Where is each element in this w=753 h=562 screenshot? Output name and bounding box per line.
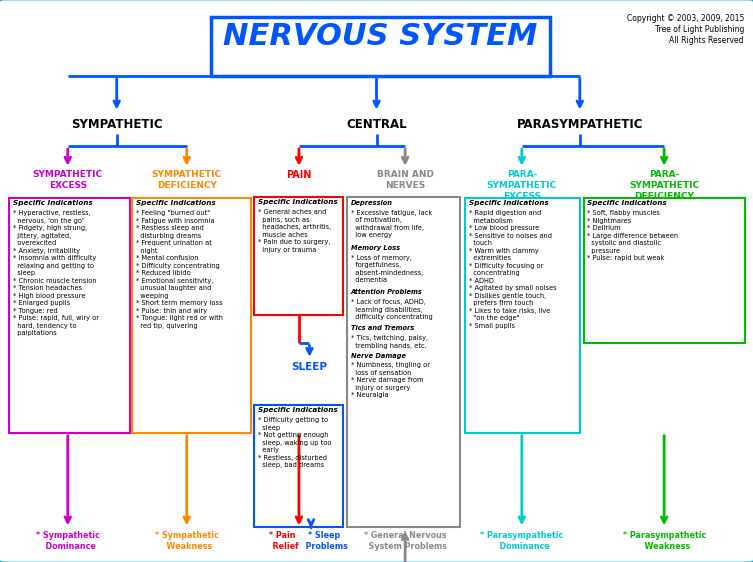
Text: BRAIN AND
NERVES: BRAIN AND NERVES [376,170,434,190]
Text: * Pain
  Relief: * Pain Relief [267,531,298,551]
Text: * Hyperactive, restless,
  nervous, 'on the go'
* Fidgety, high strung,
  jitter: * Hyperactive, restless, nervous, 'on th… [13,210,99,336]
Text: Attention Problems: Attention Problems [351,289,422,296]
Text: * General aches and
  pains, such as
  headaches, arthritis,
  muscle aches
* Pa: * General aches and pains, such as heada… [258,209,331,252]
Text: * Soft, flabby muscles
* Nightmares
* Delirium
* Large difference between
  syst: * Soft, flabby muscles * Nightmares * De… [587,210,678,261]
Text: Specific Indications: Specific Indications [13,200,93,206]
Text: SYMPATHETIC
DEFICIENCY: SYMPATHETIC DEFICIENCY [151,170,222,190]
FancyBboxPatch shape [211,17,550,76]
Text: * Numbness, tingling or
  loss of sensation
* Nerve damage from
  injury or surg: * Numbness, tingling or loss of sensatio… [351,362,430,398]
Text: * Lack of focus, ADHD,
  learning disabilities,
  difficulty concentrating: * Lack of focus, ADHD, learning disabili… [351,299,433,320]
Text: PARASYMPATHETIC: PARASYMPATHETIC [517,118,643,131]
FancyBboxPatch shape [254,197,343,315]
Text: PARA-
SYMPATHETIC
DEFICIENCY: PARA- SYMPATHETIC DEFICIENCY [629,170,700,201]
Text: * Feeling "burned out"
* Fatigue with insomnia
* Restless sleep and
  disturbing: * Feeling "burned out" * Fatigue with in… [136,210,223,329]
Text: PAIN: PAIN [286,170,312,180]
Text: Memory Loss: Memory Loss [351,245,400,251]
Text: SYMPATHETIC: SYMPATHETIC [71,118,163,131]
Text: Specific Indications: Specific Indications [258,199,338,205]
Text: * Parasympathetic
  Weakness: * Parasympathetic Weakness [623,531,706,551]
Text: * Parasympathetic
  Dominance: * Parasympathetic Dominance [480,531,563,551]
Text: Specific Indications: Specific Indications [469,200,549,206]
FancyBboxPatch shape [254,405,343,527]
Text: PARA-
SYMPATHETIC
EXCESS: PARA- SYMPATHETIC EXCESS [486,170,557,201]
FancyBboxPatch shape [132,198,251,433]
Text: Depression: Depression [351,200,393,206]
Text: * Sleep
  Problems: * Sleep Problems [300,531,348,551]
Text: SYMPATHETIC
EXCESS: SYMPATHETIC EXCESS [32,170,103,190]
Text: Specific Indications: Specific Indications [587,200,667,206]
Text: * Sympathetic
  Dominance: * Sympathetic Dominance [36,531,99,551]
Text: SLEEP: SLEEP [291,362,328,372]
Text: Specific Indications: Specific Indications [136,200,215,206]
FancyBboxPatch shape [584,198,745,343]
FancyBboxPatch shape [347,197,460,527]
Text: CENTRAL: CENTRAL [346,118,407,131]
FancyBboxPatch shape [465,198,580,433]
Text: * General Nervous
  System Problems: * General Nervous System Problems [363,531,447,551]
Text: Specific Indications: Specific Indications [258,407,338,413]
Text: * Loss of memory,
  forgetfulness,
  absent-mindedness,
  dementia: * Loss of memory, forgetfulness, absent-… [351,255,423,283]
Text: * Rapid digestion and
  metabolism
* Low blood pressure
* Sensitive to noises an: * Rapid digestion and metabolism * Low b… [469,210,556,329]
Text: Nerve Damage: Nerve Damage [351,353,406,359]
Text: * Sympathetic
  Weakness: * Sympathetic Weakness [155,531,218,551]
FancyBboxPatch shape [9,198,130,433]
Text: Copyright © 2003, 2009, 2015
Tree of Light Publishing
All Rights Reserved: Copyright © 2003, 2009, 2015 Tree of Lig… [626,14,744,46]
Text: Tics and Tremors: Tics and Tremors [351,325,414,332]
Text: * Tics, twitching, palsy,
  trembling hands, etc.: * Tics, twitching, palsy, trembling hand… [351,335,428,349]
Text: NERVOUS SYSTEM: NERVOUS SYSTEM [223,22,538,52]
Text: * Excessive fatigue, lack
  of motivation,
  withdrawal from life,
  low energy: * Excessive fatigue, lack of motivation,… [351,210,432,238]
Text: * Difficulty getting to
  sleep
* Not getting enough
  sleep, waking up too
  ea: * Difficulty getting to sleep * Not gett… [258,417,332,468]
